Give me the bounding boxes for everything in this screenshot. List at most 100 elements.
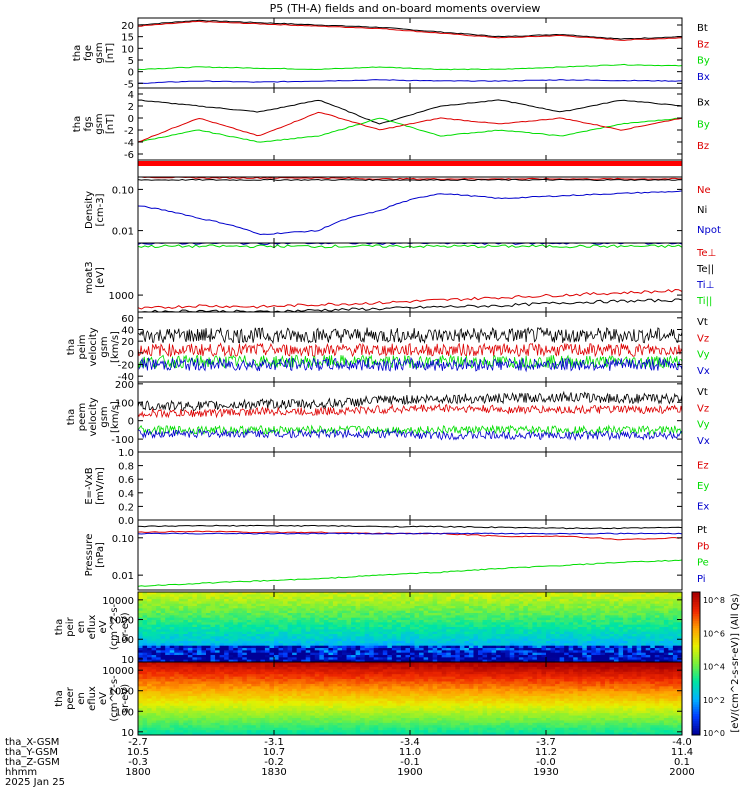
heatmap-cell <box>251 698 257 702</box>
heatmap-cell <box>228 691 234 695</box>
heatmap-cell <box>283 696 288 699</box>
heatmap-cell <box>287 657 293 661</box>
series-line-npot <box>137 190 683 236</box>
heatmap-cell <box>215 669 220 673</box>
heatmap-cell <box>215 601 220 605</box>
heatmap-cell <box>342 643 347 647</box>
heatmap-cell <box>187 662 193 665</box>
heatmap-cell <box>518 594 524 598</box>
heatmap-cell <box>432 592 438 595</box>
heatmap-cell <box>296 652 302 656</box>
heatmap-cell <box>600 599 606 602</box>
heatmap-cell <box>623 615 628 619</box>
heatmap-cell <box>432 634 438 637</box>
heatmap-cell <box>192 662 198 665</box>
heatmap-cell <box>178 662 184 665</box>
heatmap-cell <box>364 652 370 656</box>
heatmap-cell <box>423 631 429 635</box>
heatmap-cell <box>468 592 474 595</box>
heatmap-cell <box>391 634 397 637</box>
heatmap-cell <box>428 603 434 607</box>
heatmap-cell <box>550 603 556 607</box>
heatmap-cell <box>595 627 601 630</box>
heatmap-cell <box>400 643 406 647</box>
heatmap-cell <box>641 606 647 609</box>
heatmap-cell <box>500 657 506 661</box>
heatmap-cell <box>555 657 560 661</box>
heatmap-cell <box>559 631 565 635</box>
y-axis-label: E=-VxB <box>84 467 95 504</box>
heatmap-cell <box>663 648 669 651</box>
heatmap-cell <box>428 622 434 626</box>
heatmap-cell <box>455 657 461 661</box>
heatmap-cell <box>441 617 447 621</box>
heatmap-cell <box>636 620 642 623</box>
heatmap-cell <box>192 664 198 668</box>
heatmap-cell <box>178 655 184 658</box>
heatmap-cell <box>264 620 270 623</box>
heatmap-cell <box>478 638 483 642</box>
heatmap-cell <box>391 638 397 642</box>
heatmap-cell <box>237 727 243 731</box>
heatmap-cell <box>478 645 483 649</box>
heatmap-cell <box>165 592 171 595</box>
y-axis-label: [km/s] <box>110 331 121 363</box>
heatmap-cell <box>215 652 220 656</box>
heatmap-cell <box>518 641 524 644</box>
heatmap-cell <box>632 615 638 619</box>
heatmap-cell <box>468 603 474 607</box>
heatmap-cell <box>523 624 529 628</box>
heatmap-cell <box>287 679 293 682</box>
heatmap-cell <box>614 659 619 663</box>
heatmap-cell <box>577 627 583 630</box>
heatmap-cell <box>278 655 284 658</box>
heatmap-cell <box>518 599 524 602</box>
heatmap-cell <box>192 666 198 670</box>
heatmap-cell <box>410 617 415 621</box>
heatmap-cell <box>201 606 207 609</box>
heatmap-cell <box>487 631 492 635</box>
heatmap-cell <box>391 624 397 628</box>
heatmap-cell <box>396 594 402 598</box>
heatmap-cell <box>623 631 628 635</box>
heatmap-cell <box>609 608 615 612</box>
heatmap-cell <box>242 622 248 626</box>
heatmap-cell <box>423 608 429 612</box>
heatmap-cell <box>219 703 225 707</box>
heatmap-cell <box>441 608 447 612</box>
heatmap-cell <box>142 627 148 630</box>
heatmap-cell <box>369 617 375 621</box>
heatmap-cell <box>305 717 311 721</box>
heatmap-cell <box>264 615 270 619</box>
heatmap-cell <box>183 725 189 729</box>
heatmap-cell <box>332 608 338 612</box>
heatmap-cell <box>138 713 143 716</box>
heatmap-cell <box>251 650 257 654</box>
heatmap-cell <box>505 610 511 614</box>
heatmap-cell <box>378 622 384 626</box>
heatmap-cell <box>614 617 619 621</box>
heatmap-cell <box>278 645 284 649</box>
heatmap-cell <box>496 638 502 642</box>
heatmap-cell <box>382 596 388 600</box>
heatmap-cell <box>283 601 288 605</box>
heatmap-cell <box>414 641 420 644</box>
heatmap-cell <box>450 657 456 661</box>
heatmap-cell <box>296 650 302 654</box>
heatmap-cell <box>274 594 279 598</box>
heatmap-cell <box>618 592 624 595</box>
heatmap-cell <box>269 655 275 658</box>
heatmap-cell <box>505 608 511 612</box>
heatmap-cell <box>364 615 370 619</box>
heatmap-cell <box>260 674 266 677</box>
heatmap-cell <box>138 648 143 651</box>
heatmap-cell <box>672 645 678 649</box>
heatmap-cell <box>491 652 497 656</box>
heatmap-cell <box>369 594 375 598</box>
heatmap-cell <box>187 641 193 644</box>
heatmap-cell <box>623 650 628 654</box>
heatmap-cell <box>296 713 302 716</box>
heatmap-cell <box>564 641 570 644</box>
heatmap-cell <box>219 720 225 724</box>
